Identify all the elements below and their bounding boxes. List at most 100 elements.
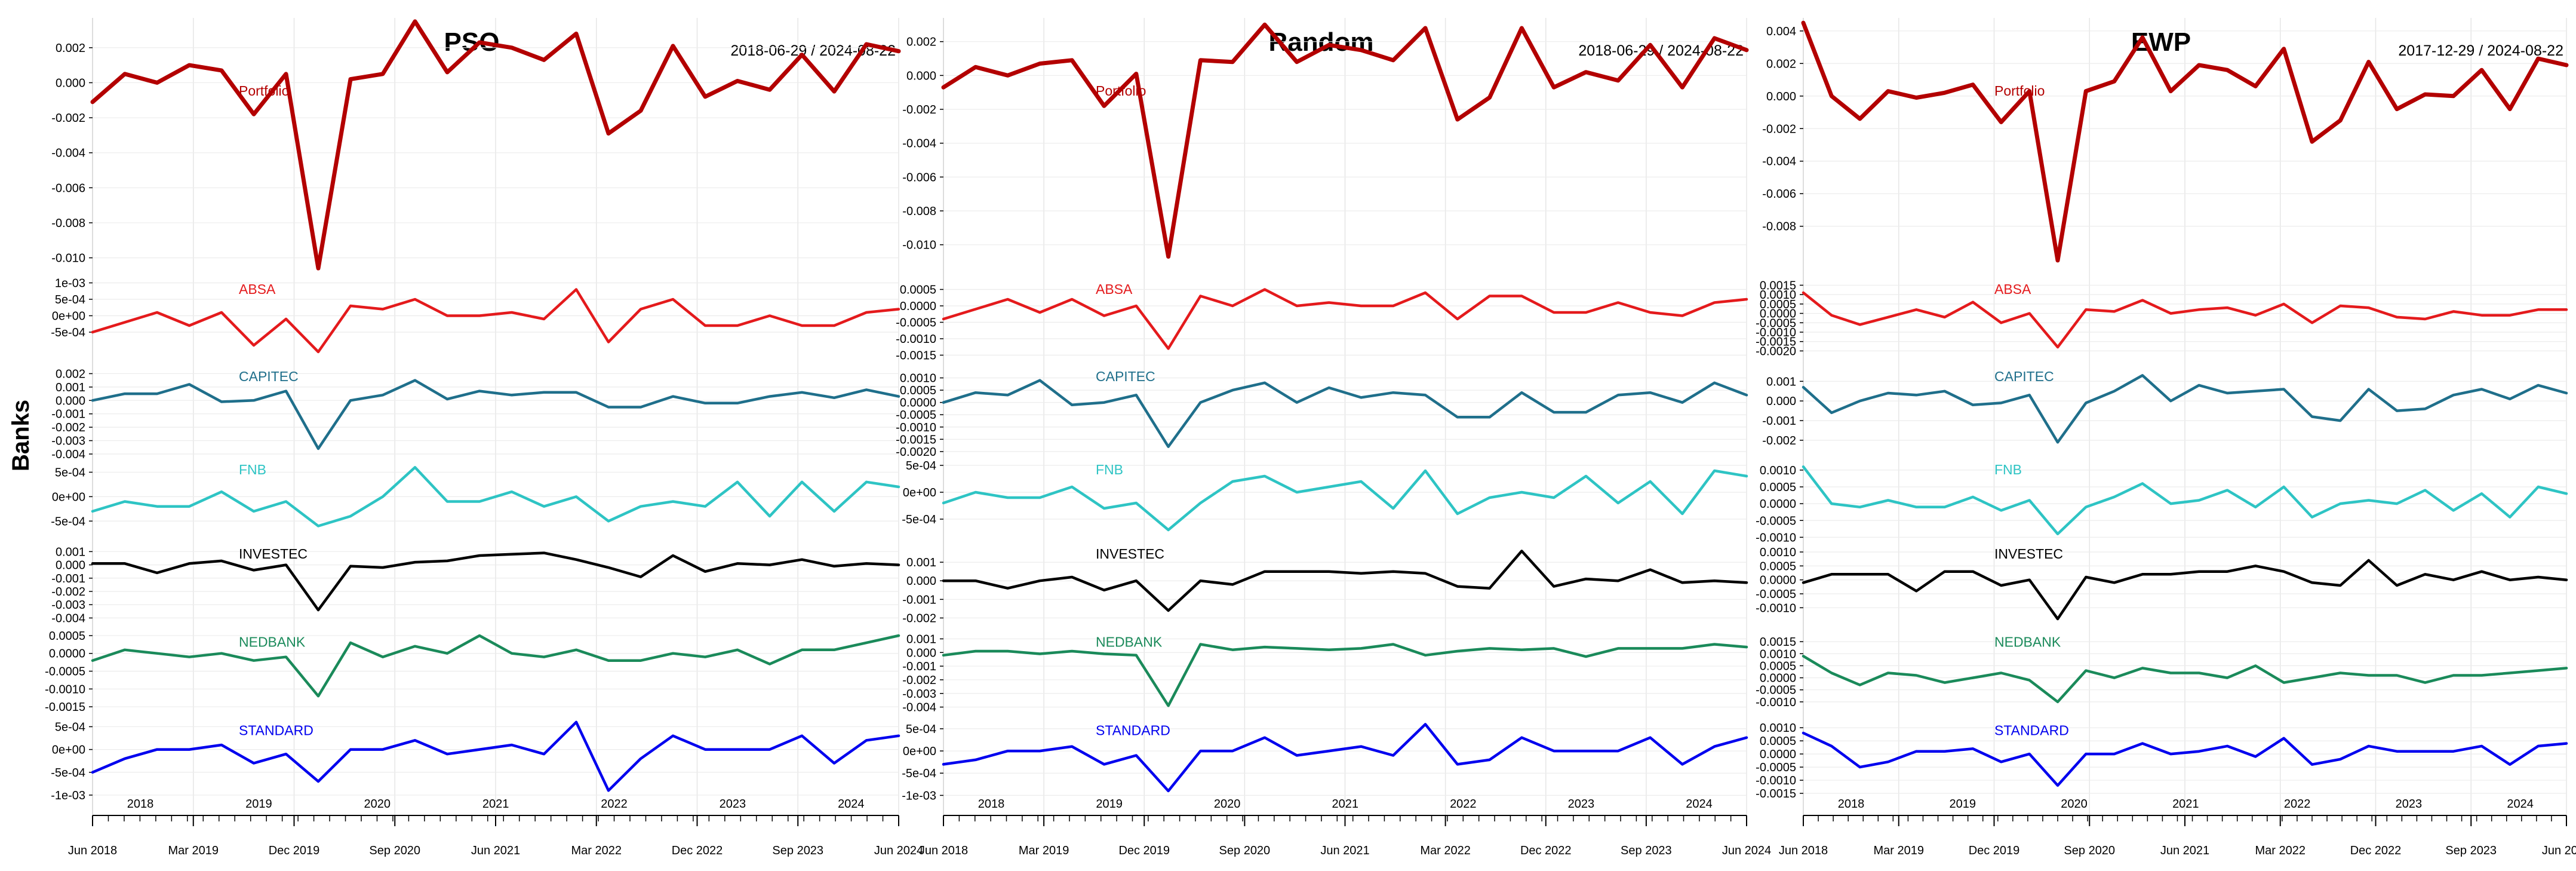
y-tick-label: 0.000: [1766, 90, 1796, 103]
y-tick-label: 0.001: [906, 556, 936, 569]
chart-title: Random: [1269, 27, 1374, 57]
series-portfolio: 0.002 0.000 -0.002 -0.004 -0.006 -0.008 -0.010…: [902, 22, 1749, 259]
panel-ewp: EWP 2017-12-29 / 2024-08-220.0040.0020.00…: [1756, 18, 2576, 857]
y-tick-label: 0.0000: [900, 300, 936, 313]
x-year-label: 2024: [2507, 798, 2534, 811]
x-date-tick-label: Jun 2018: [1779, 844, 1828, 857]
x-date-tick-label: Mar 2019: [168, 844, 219, 857]
x-date-tick-label: Dec 2019: [1969, 844, 2020, 857]
x-date-tick-label: Dec 2019: [1118, 844, 1170, 857]
y-tick-label: 0.000: [56, 76, 85, 90]
y-tick-label: -0.003: [902, 688, 936, 701]
y-tick-label: 0.0005: [1760, 735, 1796, 748]
y-tick-label: 0.001: [1766, 375, 1796, 388]
x-year-label: 2023: [1568, 798, 1595, 811]
y-tick-label: 0e+00: [903, 486, 936, 499]
y-tick-label: -0.0020: [1756, 345, 1796, 358]
y-tick-label: -0.002: [1762, 122, 1796, 136]
y-tick-label: -0.0005: [45, 665, 85, 679]
series-line-investec: [1802, 559, 2568, 621]
panel-random: Random 2018-06-29 / 2024-08-220.0020.000-…: [896, 18, 1771, 857]
series-fnb: 0.0010 0.0005 0.0000 -0.0005 -0.0010 FNB: [1756, 462, 2568, 544]
series-label-fnb: FNB: [239, 462, 266, 477]
y-tick-label: -0.0005: [1756, 588, 1796, 601]
y-tick-label: -0.003: [51, 599, 85, 612]
y-tick-label: 0.0000: [1760, 574, 1796, 587]
y-tick-label: 0.0005: [49, 630, 85, 643]
series-investec: 0.0010.000-0.001-0.002-0.003-0.004 INVEST…: [51, 545, 900, 625]
series-line-portfolio: [941, 22, 1749, 259]
y-tick-label: -0.0010: [1756, 696, 1796, 709]
y-tick-label: 0.000: [1766, 395, 1796, 408]
series-label-capitec: CAPITEC: [1994, 369, 2054, 384]
x-year-label: 2021: [482, 798, 509, 811]
series-label-standard: STANDARD: [1994, 722, 2069, 738]
y-tick-label: 0.0005: [1760, 481, 1796, 494]
x-date-tick-label: Jun 2024: [2542, 844, 2576, 857]
y-tick-label: 0.001: [56, 381, 85, 394]
x-year-label: 2022: [601, 798, 628, 811]
x-year-label: 2019: [245, 798, 272, 811]
y-tick-label: 0.0010: [1760, 648, 1796, 661]
y-tick-label: -0.0010: [45, 683, 85, 696]
series-line-absa: [91, 288, 900, 354]
y-tick-label: 0.0005: [1760, 660, 1796, 673]
y-tick-label: -0.001: [51, 572, 85, 585]
y-tick-label: 0.000: [56, 394, 85, 407]
x-date-tick-label: Jun 2024: [874, 844, 923, 857]
series-standard: 5e-04 0e+00 -5e-04 -1e-03 STANDARD: [51, 720, 900, 802]
y-tick-label: -0.001: [1762, 415, 1796, 428]
series-portfolio: 0.002 0.000 -0.002 -0.004 -0.006 -0.008 -0.010…: [51, 19, 901, 271]
series-line-standard: [942, 723, 1748, 793]
y-tick-label: -0.008: [51, 217, 85, 230]
y-tick-label: 0.0000: [900, 397, 936, 410]
y-tick-label: -0.0010: [1756, 774, 1796, 787]
y-tick-label: 0e+00: [52, 490, 85, 504]
x-date-tick-label: Sep 2020: [369, 844, 420, 857]
series-label-absa: ABSA: [1994, 281, 2031, 297]
y-tick-label: -0.001: [902, 660, 936, 673]
y-tick-label: 0.002: [906, 36, 936, 49]
y-tick-label: -0.0010: [1756, 326, 1796, 339]
y-tick-label: -5e-04: [51, 766, 85, 780]
y-tick-label: -0.0015: [896, 349, 936, 363]
series-line-fnb: [942, 469, 1748, 532]
series-standard: 5e-04 0e+00 -5e-04 -1e-03 STANDARD: [902, 722, 1748, 802]
series-label-capitec: CAPITEC: [1096, 369, 1155, 384]
series-label-fnb: FNB: [1994, 462, 2022, 477]
x-date-tick-label: Sep 2023: [772, 844, 823, 857]
series-line-absa: [942, 288, 1748, 350]
y-tick-label: -1e-03: [902, 789, 936, 802]
y-tick-label: -0.004: [1762, 155, 1796, 168]
x-year-label: 2023: [720, 798, 746, 811]
y-tick-label: -0.0005: [1756, 514, 1796, 527]
series-absa: 0.00150.00100.00050.0000-0.0005-0.0010-0…: [1756, 279, 2568, 358]
series-line-nedbank: [91, 634, 900, 698]
series-line-fnb: [1802, 465, 2568, 536]
y-tick-label: 5e-04: [55, 720, 85, 734]
y-tick-label: 0.0000: [1760, 308, 1796, 321]
y-tick-label: 0.002: [56, 42, 85, 55]
series-label-absa: ABSA: [1096, 281, 1133, 297]
y-tick-label: -0.001: [51, 408, 85, 421]
y-tick-label: -0.010: [902, 239, 936, 252]
y-tick-label: -0.003: [51, 435, 85, 448]
series-line-investec: [91, 551, 900, 612]
x-date-tick-label: Jun 2024: [1722, 844, 1771, 857]
series-capitec: 0.001 0.000 -0.001 -0.002 CAPITEC: [1762, 369, 2568, 447]
x-date-tick-label: Mar 2022: [571, 844, 622, 857]
series-label-nedbank: NEDBANK: [239, 634, 306, 649]
y-tick-label: -1e-03: [51, 789, 85, 802]
series-label-fnb: FNB: [1096, 462, 1123, 477]
x-date-tick-label: Mar 2019: [1019, 844, 1069, 857]
y-tick-label: 0.0005: [1760, 560, 1796, 573]
x-year-label: 2021: [2172, 798, 2199, 811]
y-tick-label: -0.0015: [45, 701, 85, 714]
series-label-standard: STANDARD: [239, 722, 313, 738]
y-tick-label: -0.0005: [1756, 761, 1796, 774]
y-tick-label: -0.010: [51, 252, 85, 265]
y-tick-label: 0.0005: [900, 284, 936, 297]
series-line-nedbank: [942, 643, 1748, 707]
x-year-label: 2020: [1214, 798, 1241, 811]
y-tick-label: -0.0005: [896, 409, 936, 422]
